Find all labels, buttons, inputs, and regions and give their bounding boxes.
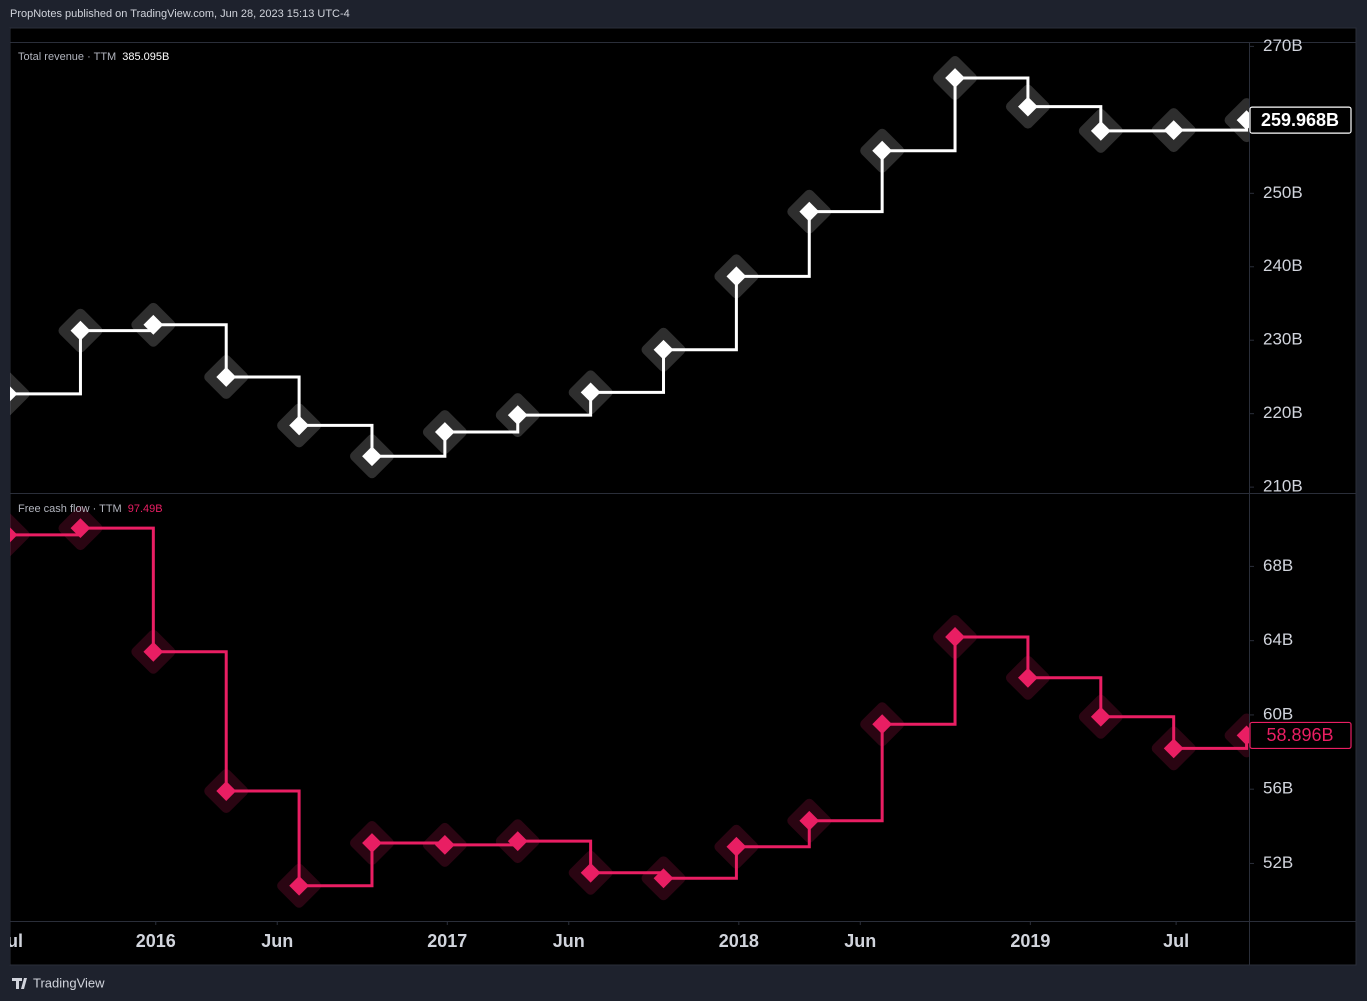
marker (1163, 738, 1184, 759)
right-margin (1357, 28, 1367, 965)
marker (1163, 120, 1184, 141)
last-value-label: 58.896B (1266, 725, 1333, 745)
marker (289, 415, 309, 436)
marker (216, 367, 237, 387)
marker (726, 836, 747, 857)
y-tick-label: 52B (1263, 853, 1293, 872)
legend-title: Free cash flow · TTM (18, 503, 122, 515)
logo (12, 978, 27, 989)
y-tick-label: 250B (1263, 183, 1303, 202)
marker (580, 382, 601, 403)
legend: Total revenue · TTM 385.095B (18, 51, 169, 63)
x-tick-label: Jun (553, 931, 585, 951)
marker (1018, 96, 1038, 117)
last-value-box (1249, 106, 1352, 134)
y-tick-label: 220B (1263, 403, 1303, 422)
left-margin (0, 28, 10, 965)
marker (872, 714, 893, 735)
marker-halo (10, 371, 30, 416)
step-line (10, 76, 1249, 458)
x-tick-label: 2016 (136, 931, 176, 951)
marker (1090, 706, 1111, 727)
plot-layer: 210B220B230B240B250B260B270B259.968BTota… (0, 28, 1367, 965)
marker (10, 383, 18, 404)
marker (726, 266, 747, 287)
y-tick-label: 64B (1263, 630, 1293, 649)
x-tick-label: 2019 (1010, 931, 1050, 951)
publish-info: PropNotes published on TradingView.com, … (10, 8, 350, 20)
marker (580, 862, 601, 883)
y-tick-label: 56B (1263, 779, 1293, 798)
marker (1090, 120, 1111, 141)
x-tick-label: 2017 (427, 931, 467, 951)
marker (434, 834, 455, 855)
marker (945, 627, 965, 647)
marker (143, 314, 164, 335)
marker (434, 422, 455, 442)
y-tick-label: 68B (1263, 556, 1293, 575)
legend-value: 385.095B (122, 51, 169, 63)
marker (362, 833, 382, 853)
y-tick-label: 60B (1263, 704, 1293, 723)
series-group (10, 56, 1249, 479)
marker (289, 875, 309, 896)
marker (799, 810, 820, 831)
y-tick-label: 270B (1263, 36, 1303, 55)
marker (507, 405, 528, 426)
y-tick-label: 240B (1263, 256, 1303, 275)
last-value-label: 259.968B (1261, 110, 1339, 130)
marker (1236, 725, 1249, 746)
marker (653, 868, 674, 889)
legend: Free cash flow · TTM 97.49B (18, 503, 163, 515)
y-tick-label: 210B (1263, 477, 1303, 496)
x-tick-label: Jun (844, 931, 876, 951)
brand: TradingView (33, 975, 105, 990)
marker (362, 446, 382, 467)
marker (1236, 110, 1249, 130)
chart-area (9, 27, 1357, 966)
marker-halo (10, 512, 30, 557)
x-tick-label: 2018 (719, 931, 759, 951)
last-value-box (1249, 721, 1352, 750)
legend-title: Total revenue · TTM (18, 51, 116, 63)
marker (653, 339, 674, 360)
y-tick-label: 230B (1263, 330, 1303, 349)
legend-value: 97.49B (128, 503, 163, 515)
series-group (10, 506, 1249, 908)
marker (70, 320, 91, 341)
marker (1018, 667, 1038, 688)
x-tick-label: Jul (1163, 931, 1189, 951)
x-tick-label: Jun (261, 931, 293, 951)
